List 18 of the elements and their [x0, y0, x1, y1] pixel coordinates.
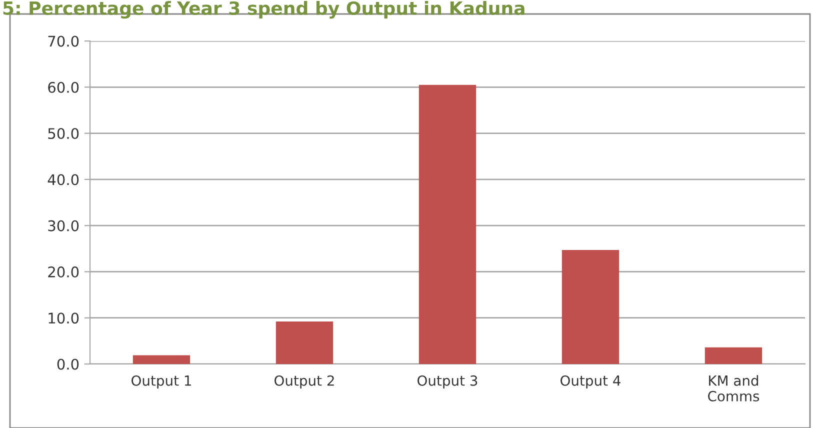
bar — [276, 322, 334, 364]
y-tick-label: 20.0 — [48, 266, 79, 278]
x-tick-label: Output 3 — [418, 375, 478, 389]
bar — [418, 84, 476, 364]
y-tick-label: 40.0 — [48, 174, 79, 186]
x-tick-label: Output 2 — [274, 375, 334, 389]
y-tick-label: 60.0 — [48, 82, 79, 93]
y-tick-label: 30.0 — [48, 220, 79, 232]
x-tick-label: Output 4 — [560, 375, 620, 389]
bar — [562, 250, 620, 364]
x-tick-label: KM and Comms — [708, 375, 760, 402]
bar — [704, 347, 762, 364]
y-tick-label: 50.0 — [48, 128, 79, 140]
y-tick-label: 10.0 — [48, 312, 79, 324]
y-tick-label: 0.0 — [57, 358, 79, 370]
y-tick-label: 70.0 — [48, 36, 79, 47]
bar — [132, 355, 190, 364]
x-tick-label: Output 1 — [132, 375, 191, 389]
